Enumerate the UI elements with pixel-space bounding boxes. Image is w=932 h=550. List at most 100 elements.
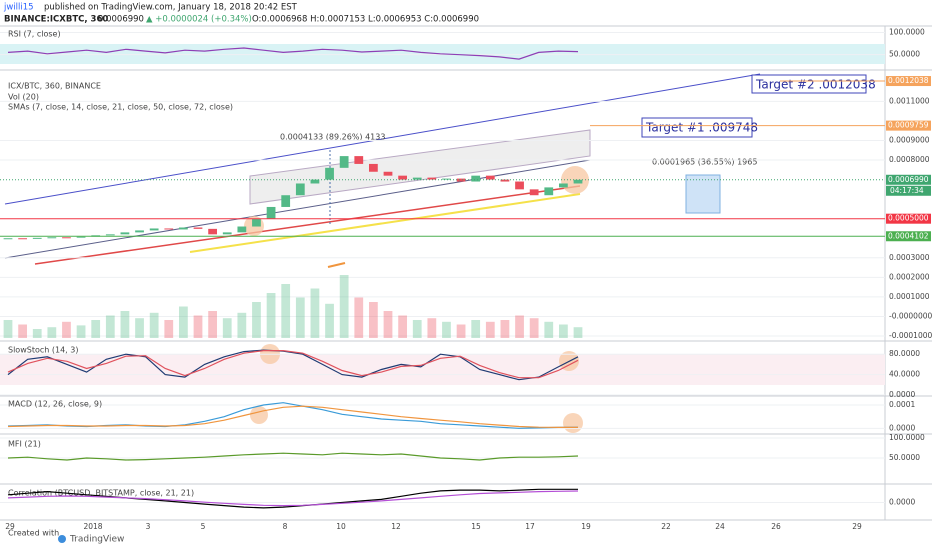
target-box bbox=[751, 74, 867, 94]
candle bbox=[369, 163, 378, 172]
pane-title: MFI (21) bbox=[8, 440, 41, 449]
volume-bar bbox=[515, 315, 524, 338]
volume-bar bbox=[325, 303, 334, 338]
volume-bar bbox=[383, 311, 393, 338]
y-tick-label: 40.0000 bbox=[889, 370, 920, 379]
x-tick-label: 22 bbox=[661, 522, 671, 531]
price-badge bbox=[886, 231, 931, 242]
x-tick-label: 29 bbox=[5, 522, 15, 531]
volume-bar bbox=[105, 315, 115, 338]
candle bbox=[266, 206, 276, 219]
price-badge-label: 0.0006990 bbox=[888, 175, 929, 184]
price-badge-label: 0.0004102 bbox=[888, 231, 929, 240]
indicator-line bbox=[7, 47, 579, 60]
pane-title: Correlation (BTCUSD, BITSTAMP, close, 21… bbox=[8, 489, 194, 498]
user-link[interactable]: jwilli15 bbox=[3, 3, 34, 13]
volume-bar bbox=[412, 320, 422, 338]
x-tick-label: 24 bbox=[715, 522, 725, 531]
candle bbox=[559, 183, 568, 188]
legend-vol: Vol (20) bbox=[8, 93, 39, 102]
pane-title: RSI (7, close) bbox=[8, 30, 61, 39]
candle bbox=[76, 236, 86, 238]
y-tick-label: 0.0009000 bbox=[889, 135, 930, 144]
y-tick-label: 0.0000 bbox=[889, 498, 915, 507]
volume-bar bbox=[266, 293, 276, 338]
volume-bar bbox=[91, 320, 101, 338]
candle bbox=[3, 238, 13, 240]
y-tick-label: 0.0000 bbox=[889, 390, 915, 399]
volume-bar bbox=[179, 306, 188, 338]
y-tick-label: 0.0008000 bbox=[889, 155, 930, 164]
volume-bar bbox=[339, 275, 349, 338]
price-badge bbox=[886, 76, 931, 87]
candle bbox=[252, 218, 261, 227]
indicator-line bbox=[7, 405, 578, 428]
candle bbox=[149, 228, 159, 231]
ohlc: O:0.0006968 H:0.0007153 L:0.0006953 C:0.… bbox=[252, 15, 479, 25]
price-badge bbox=[886, 213, 931, 224]
footer-brand[interactable]: TradingView bbox=[69, 535, 124, 545]
countdown: 04:17:34 bbox=[890, 186, 924, 195]
x-tick-label: 8 bbox=[283, 522, 288, 531]
x-tick-label: 10 bbox=[336, 522, 346, 531]
price-badge-label: 0.0012038 bbox=[888, 76, 929, 85]
candle bbox=[18, 238, 27, 240]
volume-bar bbox=[456, 324, 466, 338]
yellow-line bbox=[189, 193, 581, 253]
candle bbox=[62, 237, 71, 239]
candle bbox=[135, 230, 144, 233]
y-tick-label: 0.0001000 bbox=[889, 292, 930, 301]
volume-bar bbox=[3, 320, 13, 338]
candle bbox=[32, 237, 42, 239]
volume-bar bbox=[529, 318, 539, 338]
volume-bar bbox=[573, 327, 583, 338]
volume-bar bbox=[295, 297, 305, 338]
x-tick-label: 12 bbox=[391, 522, 401, 531]
candle bbox=[573, 179, 583, 184]
x-tick-label: 29 bbox=[852, 522, 862, 531]
volume-bar bbox=[208, 311, 217, 338]
candle bbox=[164, 228, 174, 230]
candle bbox=[456, 178, 466, 182]
indicator-line bbox=[7, 350, 579, 379]
y-tick-label: 0.0000 bbox=[889, 423, 915, 432]
y-tick-label: 0.0011000 bbox=[889, 96, 930, 105]
highlight-circles bbox=[244, 166, 589, 433]
volume-bar bbox=[164, 320, 174, 338]
volume-bar bbox=[237, 312, 247, 338]
channel-fill bbox=[249, 129, 591, 205]
y-tick-label: 0.0001 bbox=[889, 400, 915, 409]
volume-bar bbox=[62, 321, 71, 338]
candle bbox=[515, 181, 524, 190]
candle bbox=[105, 234, 115, 236]
candle bbox=[193, 227, 203, 229]
volume-bar bbox=[369, 302, 378, 338]
candle bbox=[208, 228, 217, 235]
indicator-line bbox=[7, 452, 579, 461]
volume-bar bbox=[354, 297, 364, 338]
sma-line bbox=[34, 185, 581, 265]
candle bbox=[295, 183, 305, 196]
orange-dash bbox=[327, 262, 346, 268]
candle bbox=[529, 189, 539, 196]
volume-bar bbox=[252, 302, 261, 338]
pane-frames bbox=[0, 25, 932, 521]
logo bbox=[58, 535, 66, 543]
x-tick-label: 3 bbox=[146, 522, 151, 531]
candle bbox=[179, 227, 188, 230]
volume-bar bbox=[471, 320, 481, 338]
measure-label: 0.0001965 (36.55%) 1965 bbox=[652, 158, 757, 167]
change: ▲ +0.0000024 (+0.34%) bbox=[146, 15, 252, 25]
volume-bar bbox=[559, 324, 568, 338]
target-1: Target #1 .009748 bbox=[645, 121, 758, 135]
candle bbox=[310, 179, 320, 184]
candle bbox=[354, 156, 364, 164]
volume-bar bbox=[222, 318, 232, 338]
candle bbox=[442, 178, 451, 180]
y-tick-label: 0.0002000 bbox=[889, 272, 930, 281]
y-tick-label: -0.0000000 bbox=[889, 311, 932, 320]
footer-created: Created with bbox=[8, 529, 59, 538]
target-2: Target #2 .0012038 bbox=[755, 78, 876, 92]
indicator-line bbox=[7, 490, 579, 507]
